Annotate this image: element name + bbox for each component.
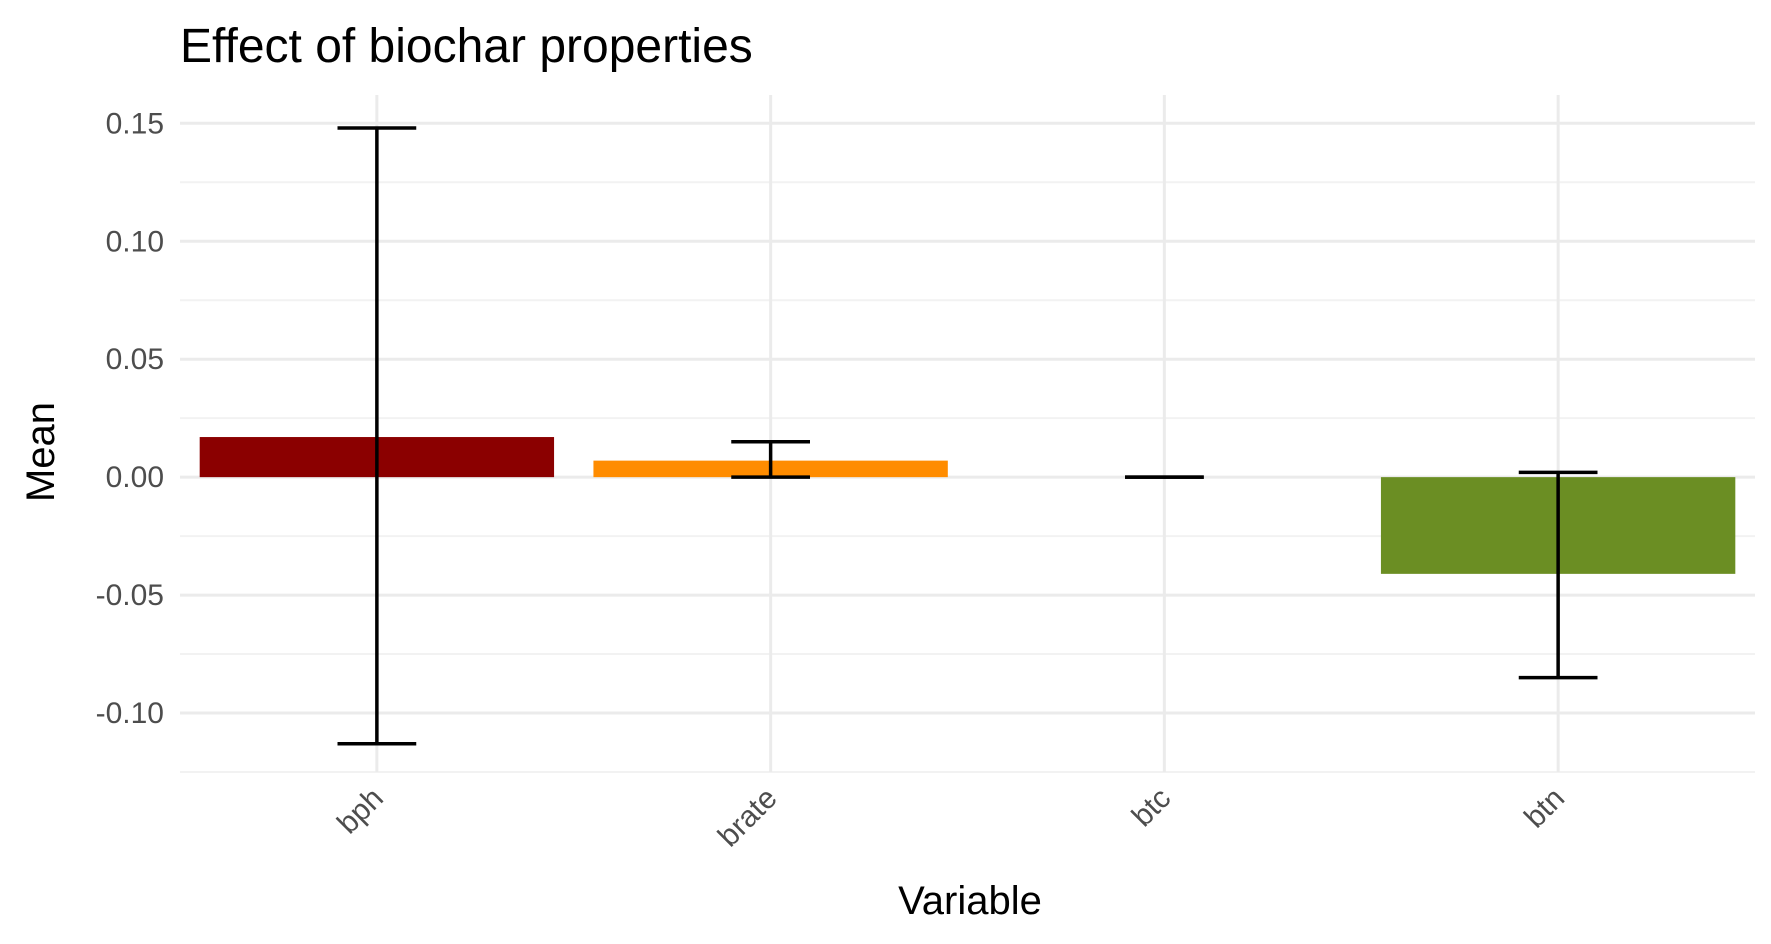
x-tick-label-btn: btn <box>1518 782 1571 835</box>
y-axis-ticks: -0.10 -0.05 0.00 0.05 0.10 0.15 <box>96 107 164 730</box>
x-axis-title: Variable <box>898 879 1042 923</box>
y-tick-label: -0.10 <box>96 697 164 730</box>
x-tick-label-brate: brate <box>712 782 784 854</box>
x-axis-ticks: bph brate btc btn <box>331 782 1571 854</box>
errorbar-btn <box>1518 470 1598 680</box>
error-bars <box>337 126 1598 746</box>
errorbar-bph <box>337 126 417 746</box>
grid-lines <box>180 95 1755 773</box>
errorbar-brate <box>731 440 810 479</box>
y-tick-label: 0.10 <box>106 225 164 258</box>
x-tick-label-btc: btc <box>1126 782 1178 834</box>
x-tick-label-bph: bph <box>331 782 390 841</box>
chart-title: Effect of biochar properties <box>180 20 753 73</box>
y-tick-label: 0.15 <box>106 107 164 140</box>
y-tick-label: -0.05 <box>96 579 164 612</box>
y-tick-label: 0.00 <box>106 461 164 494</box>
y-tick-label: 0.05 <box>106 343 164 376</box>
y-axis-title: Mean <box>19 402 63 502</box>
bars <box>199 437 1736 574</box>
